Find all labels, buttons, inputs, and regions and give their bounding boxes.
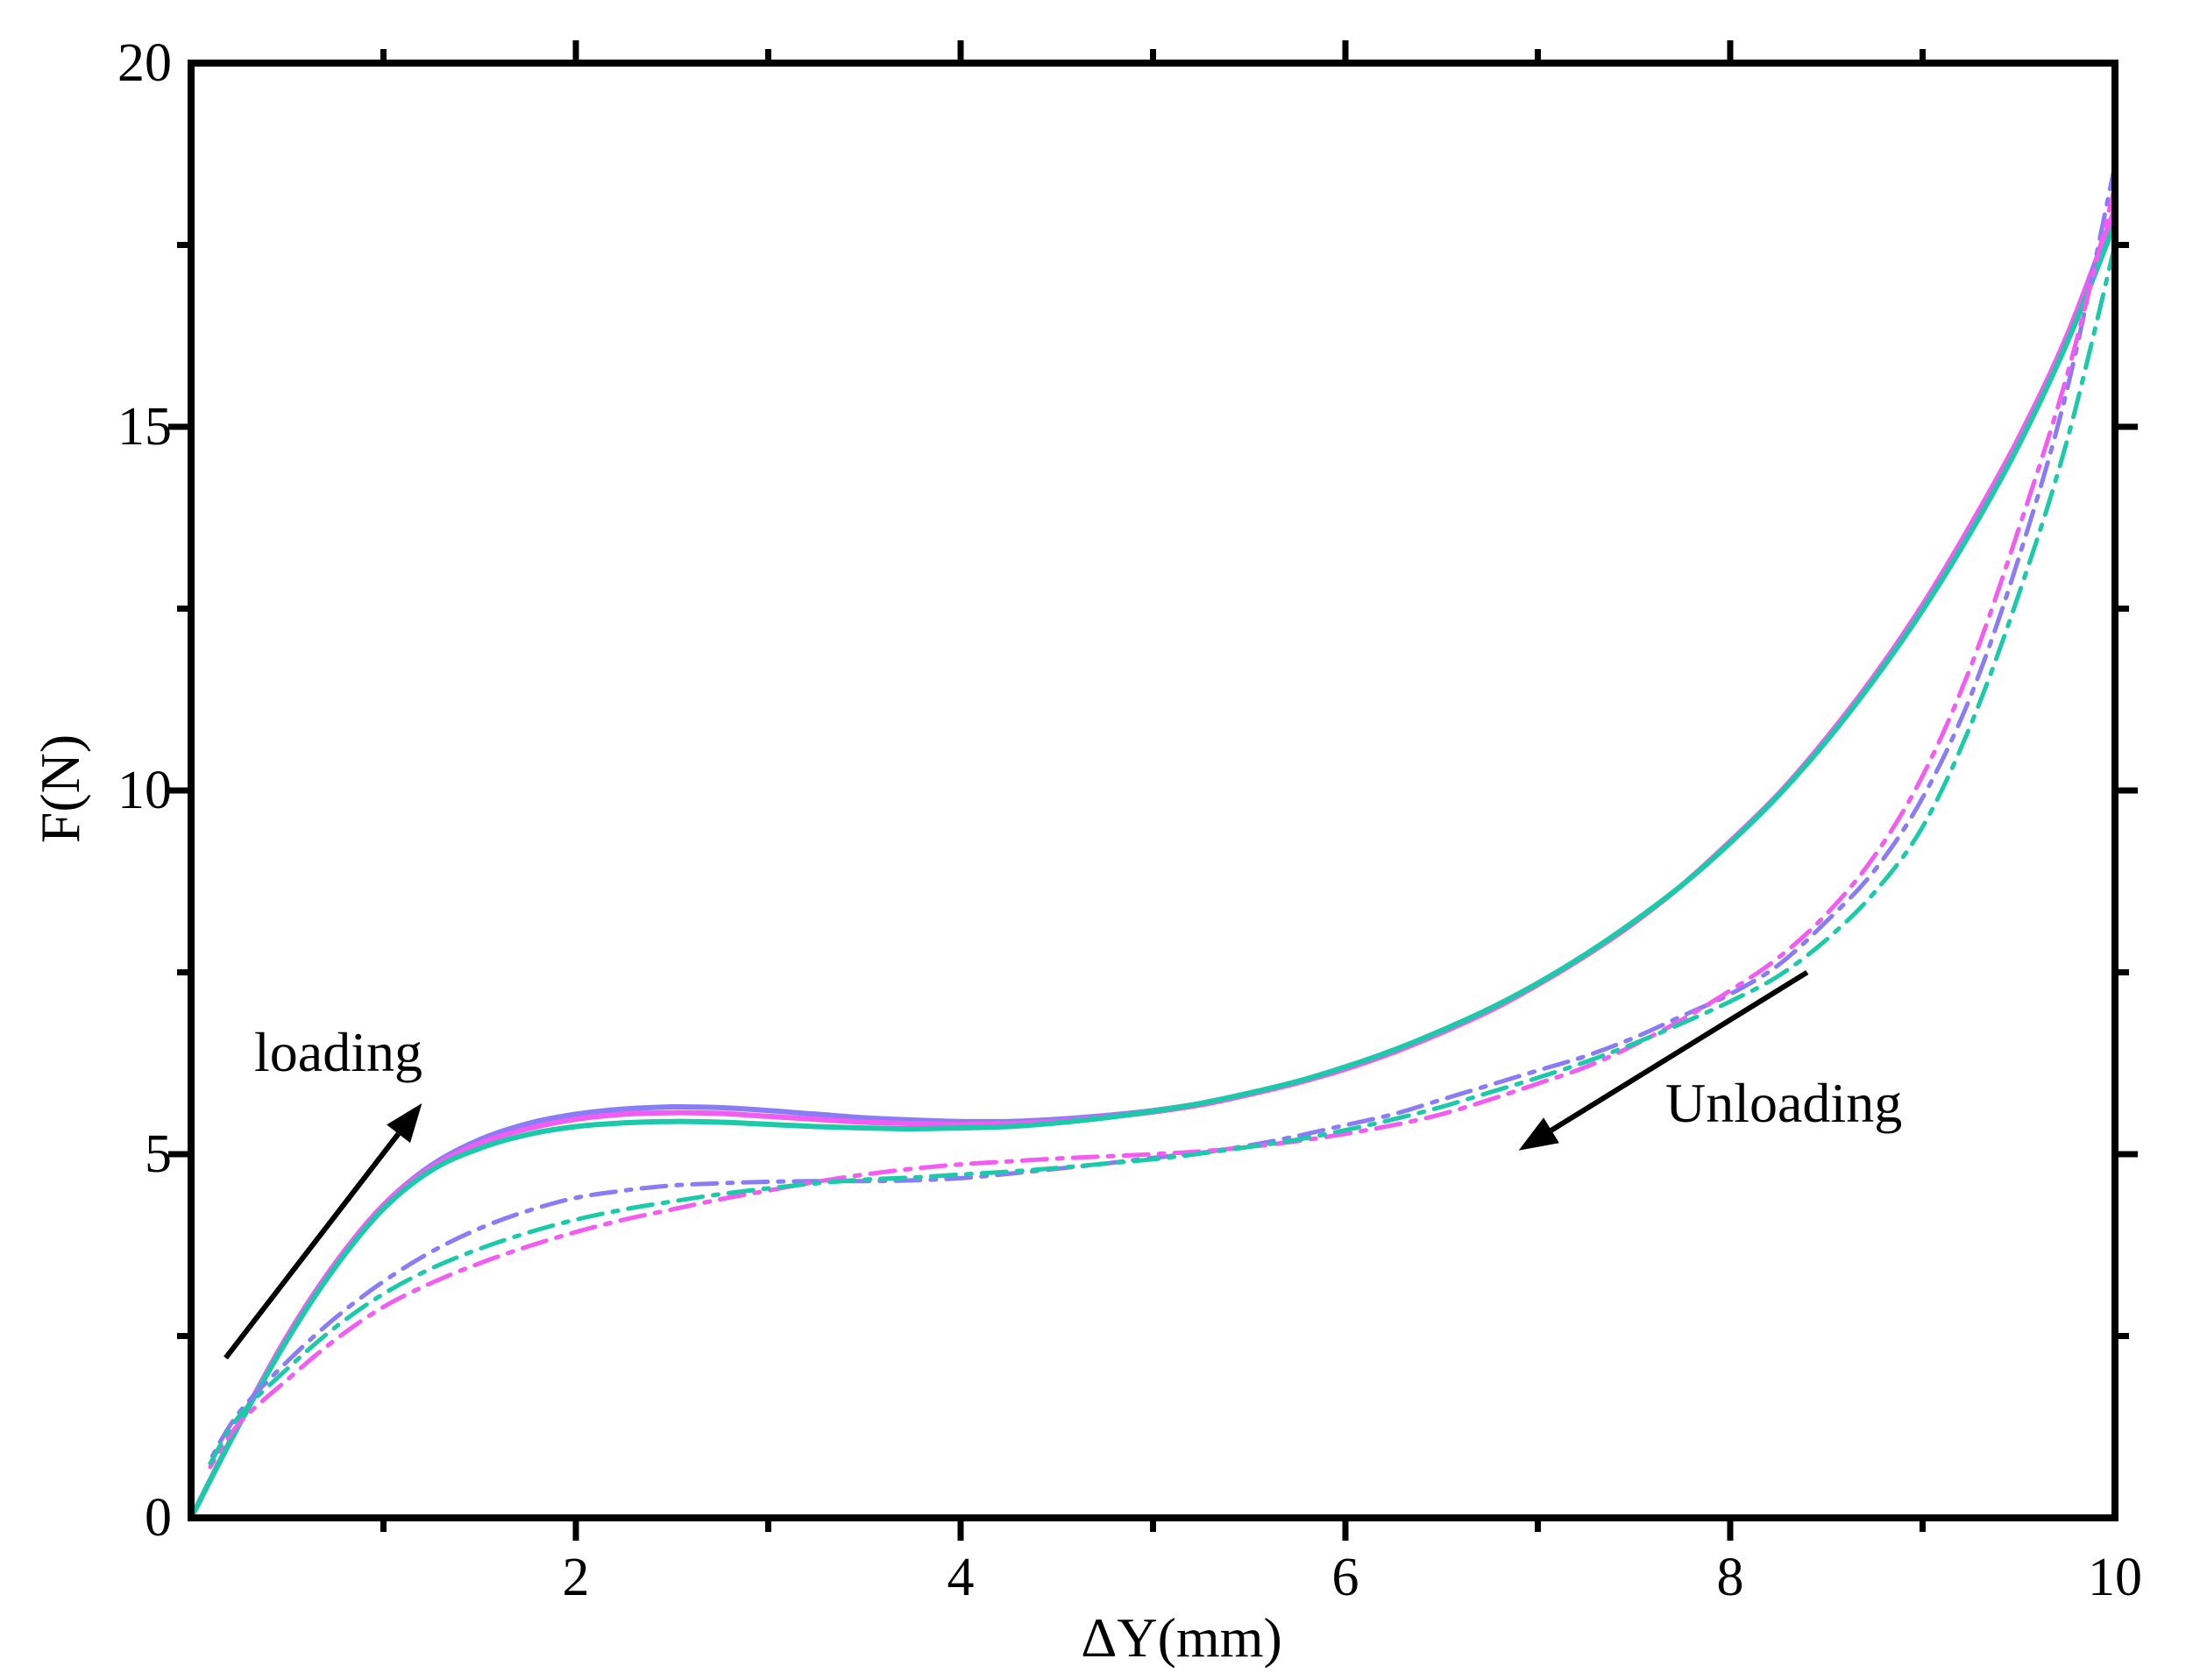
series-loading-teal — [188, 220, 2118, 1521]
x-axis-title: ΔY(mm) — [1081, 1606, 1282, 1669]
axis-tick-labels: 2 4 6 8 10 0 5 10 15 20 — [117, 33, 2142, 1607]
plot-frame — [188, 60, 2118, 1521]
y-tick-label: 15 — [117, 397, 172, 457]
y-tick-label: 10 — [117, 761, 172, 820]
y-tick-label: 0 — [145, 1488, 172, 1548]
series-unloading-magenta — [208, 184, 2118, 1470]
annotation-arrows — [224, 969, 1809, 1360]
series-unloading-purple — [208, 162, 2118, 1463]
y-axis-title: F(N) — [29, 734, 91, 843]
loading-annotation: loading — [254, 1021, 422, 1083]
loading-arrow-shaft — [224, 1131, 401, 1360]
y-tick-label: 5 — [145, 1124, 172, 1184]
x-tick-label: 10 — [2088, 1548, 2142, 1607]
x-tick-label: 2 — [563, 1548, 590, 1607]
unloading-annotation: Unloading — [1665, 1072, 1902, 1134]
x-tick-label: 4 — [947, 1548, 975, 1607]
x-tick-label: 6 — [1332, 1548, 1359, 1607]
series-loading-purple — [188, 213, 2118, 1521]
axis-ticks — [168, 40, 2138, 1541]
plot-series — [188, 162, 2118, 1521]
loading-arrow-head — [387, 1102, 422, 1144]
series-loading-magenta — [188, 206, 2118, 1521]
unloading-arrow-shaft — [1550, 969, 1809, 1133]
y-tick-label: 20 — [117, 33, 172, 93]
unloading-arrow-head — [1518, 1117, 1559, 1151]
series-unloading-teal — [208, 243, 2118, 1466]
x-tick-label: 8 — [1717, 1548, 1744, 1607]
annotations: loading Unloading — [254, 1021, 1902, 1134]
